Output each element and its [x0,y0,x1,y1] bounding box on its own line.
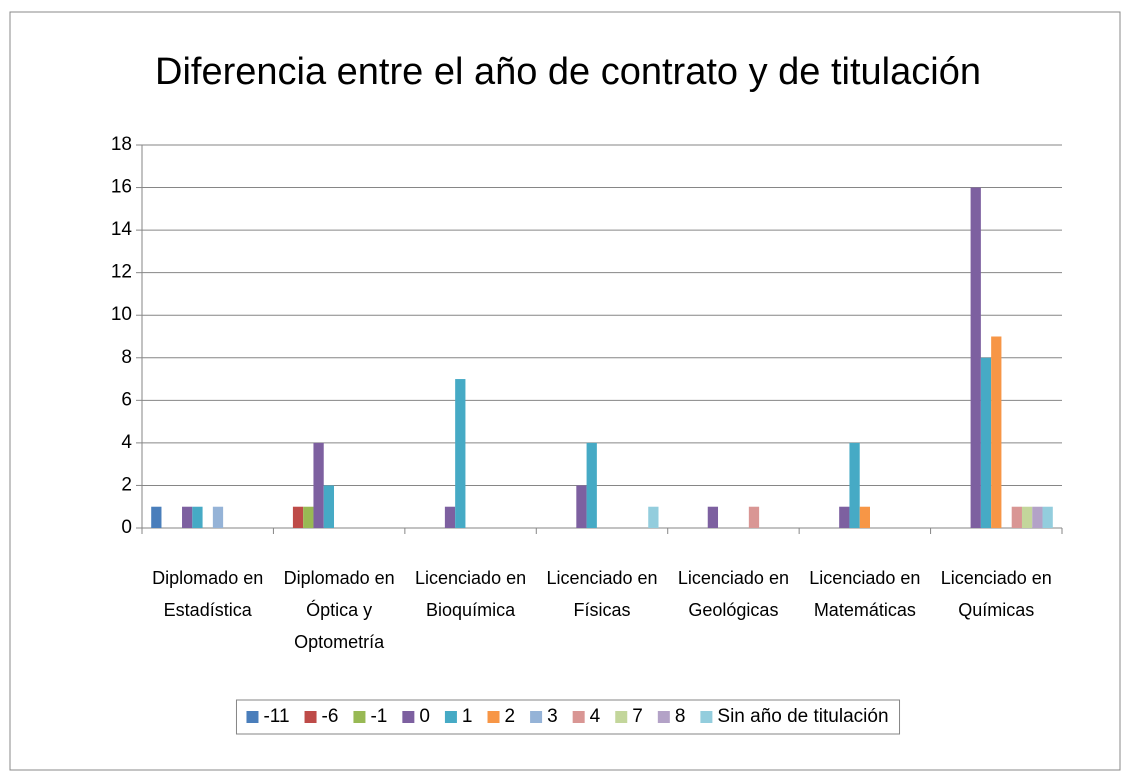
y-tick-label: 4 [121,432,132,453]
y-tick-label: 16 [111,177,132,198]
legend-swatch [615,711,628,723]
legend-label: -11 [263,706,289,727]
bar [1011,506,1022,528]
legend-label: 3 [547,706,558,727]
legend-label: 2 [505,706,516,727]
bar [1042,506,1053,528]
bar [192,506,203,528]
bar [576,485,587,528]
bar [839,506,850,528]
legend-label: -6 [322,706,339,727]
bar [748,506,760,528]
x-tick-label: Licenciado en Geológicas [677,568,789,620]
x-tick-label: Licenciado en Matemáticas [809,568,921,620]
bar [151,506,162,528]
legend-swatch [444,711,457,723]
bar [313,442,324,528]
bar [980,357,992,528]
legend-swatch [304,711,317,723]
y-tick-label: 8 [121,347,132,368]
legend-label: Sin año de titulación [717,706,888,727]
legend-label: 8 [675,706,686,727]
x-tick-label: Licenciado en Químicas [940,568,1052,620]
bar [859,506,870,528]
y-tick-label: 0 [121,517,132,538]
legend-label: 4 [590,706,601,727]
bar [707,506,719,528]
legend-box [235,699,901,735]
y-tick-label: 6 [121,389,132,410]
legend-swatch [700,711,713,723]
bar [292,506,304,528]
legend-swatch [657,711,670,723]
legend-swatch [530,711,543,723]
bar [455,379,466,528]
legend-label: -1 [370,706,387,727]
legend-label: 1 [462,706,473,727]
y-tick-label: 18 [111,134,132,155]
bar [182,506,193,528]
legend-label: 0 [419,706,430,727]
y-tick-label: 14 [111,219,133,240]
bar [849,442,860,528]
x-tick-label: Licenciado en Bioquímica [415,568,527,620]
bar [648,506,659,528]
y-tick-label: 12 [111,262,132,283]
x-tick-label: Diplomado en Estadística [152,568,264,620]
bar [970,187,981,529]
bar [1032,506,1043,528]
legend-swatch [572,711,585,723]
bar [303,506,314,528]
legend-swatch [487,711,500,723]
bar [586,442,597,528]
x-tick-label: Licenciado en Físicas [546,568,658,620]
y-tick-label: 2 [121,474,132,495]
y-tick-label: 10 [111,304,132,325]
legend-swatch [246,711,259,723]
bar [444,506,456,528]
bar [323,485,335,528]
bar [991,336,1002,528]
bar [212,506,224,528]
legend-swatch [353,711,366,723]
bar [1021,506,1033,528]
legend-label: 7 [632,706,643,727]
chart-border [9,11,1121,771]
chart-title: Diferencia entre el año de contrato y de… [155,51,981,93]
x-tick-label: Diplomado en Óptica y Optometría [283,568,395,652]
legend-swatch [402,711,415,723]
